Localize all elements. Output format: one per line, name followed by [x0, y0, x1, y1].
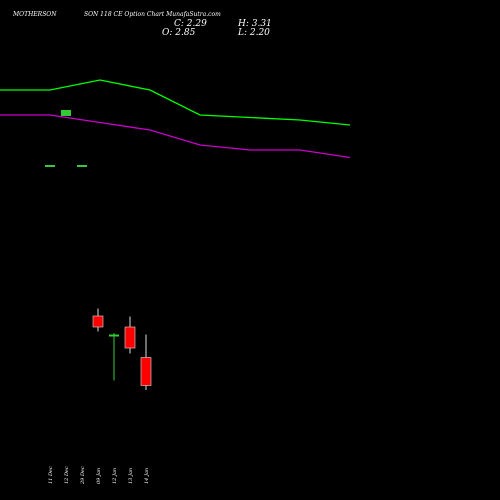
- candle: [109, 333, 119, 381]
- chart-title: SON 118 CE Option Chart MunafaSutra.com: [84, 11, 221, 18]
- close-value: C: 2.29: [174, 19, 207, 29]
- chart-title-symbol: MOTHERSON: [13, 11, 57, 18]
- high-value: H: 3.31: [238, 19, 272, 29]
- x-tick-label: 09 Jan: [96, 468, 102, 484]
- candle: [124, 316, 136, 354]
- candle: [45, 165, 55, 167]
- indicator-lines: [0, 79, 351, 159]
- open-value: O: 2.85: [162, 28, 196, 38]
- low-value: L: 2.20: [238, 28, 270, 38]
- candle-body: [61, 110, 71, 116]
- candle: [92, 308, 104, 332]
- candle: [140, 334, 152, 390]
- x-tick-label: 13 Jan: [128, 468, 134, 484]
- x-tick-label: 11 Dec: [48, 466, 54, 484]
- candle-body: [124, 326, 136, 349]
- candles: [45, 110, 152, 390]
- candle-body: [45, 165, 55, 167]
- candle-body: [77, 165, 87, 167]
- x-tick-label: 14 Jan: [144, 468, 150, 484]
- candle: [61, 110, 71, 116]
- x-tick-label: 29 Dec: [80, 466, 86, 485]
- candle-body: [140, 357, 152, 386]
- x-tick-label: 12 Dec: [64, 466, 70, 484]
- indicator-line-1: [0, 79, 351, 126]
- indicator-line-2: [0, 114, 351, 159]
- x-tick-label: 12 Jan: [112, 468, 118, 484]
- candle-body: [92, 315, 104, 328]
- candle: [77, 165, 87, 167]
- candle-body: [109, 334, 119, 337]
- x-axis-labels: 11 Dec 12 Dec 29 Dec 09 Jan 12 Jan 13 Jan 14 J…: [48, 466, 150, 485]
